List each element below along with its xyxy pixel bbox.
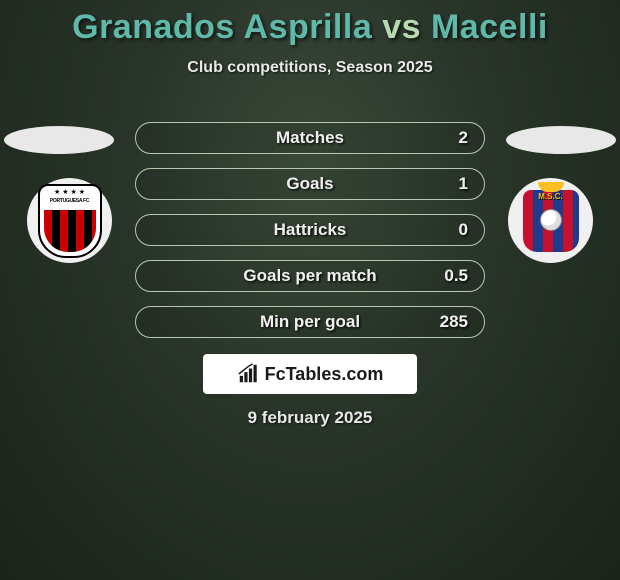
stat-row-min-per-goal: Min per goal 285 bbox=[135, 306, 485, 338]
stat-value: 0 bbox=[459, 215, 468, 245]
subtitle: Club competitions, Season 2025 bbox=[0, 59, 620, 77]
player2-marker-ellipse bbox=[506, 126, 616, 154]
stat-value: 0.5 bbox=[444, 261, 468, 291]
player1-name: Granados Asprilla bbox=[72, 8, 372, 46]
msc-jersey: M.S.C. bbox=[515, 182, 587, 258]
portuguesa-shield bbox=[38, 184, 102, 258]
stats-container: Matches 2 Goals 1 Hattricks 0 Goals per … bbox=[135, 122, 485, 352]
stat-label: Goals per match bbox=[136, 266, 484, 286]
stat-row-goals-per-match: Goals per match 0.5 bbox=[135, 260, 485, 292]
bar-chart-icon bbox=[237, 363, 259, 385]
stat-row-matches: Matches 2 bbox=[135, 122, 485, 154]
shield-stripes bbox=[44, 210, 96, 252]
stat-value: 285 bbox=[440, 307, 468, 337]
stat-value: 2 bbox=[459, 123, 468, 153]
stat-row-hattricks: Hattricks 0 bbox=[135, 214, 485, 246]
stat-label: Matches bbox=[136, 128, 484, 148]
date-label: 9 february 2025 bbox=[0, 408, 620, 428]
stat-label: Hattricks bbox=[136, 220, 484, 240]
player2-name: Macelli bbox=[431, 8, 548, 46]
stat-label: Min per goal bbox=[136, 312, 484, 332]
football-icon bbox=[540, 209, 562, 231]
club-badge-left bbox=[27, 178, 112, 263]
branding-text: FcTables.com bbox=[265, 364, 384, 385]
title-vs: vs bbox=[382, 8, 421, 46]
comparison-title: Granados Asprilla vs Macelli bbox=[0, 0, 620, 47]
branding-pill: FcTables.com bbox=[203, 354, 417, 394]
stat-row-goals: Goals 1 bbox=[135, 168, 485, 200]
msc-label: M.S.C. bbox=[515, 192, 587, 201]
stat-label: Goals bbox=[136, 174, 484, 194]
stat-value: 1 bbox=[459, 169, 468, 199]
club-badge-right: M.S.C. bbox=[508, 178, 593, 263]
player1-marker-ellipse bbox=[4, 126, 114, 154]
